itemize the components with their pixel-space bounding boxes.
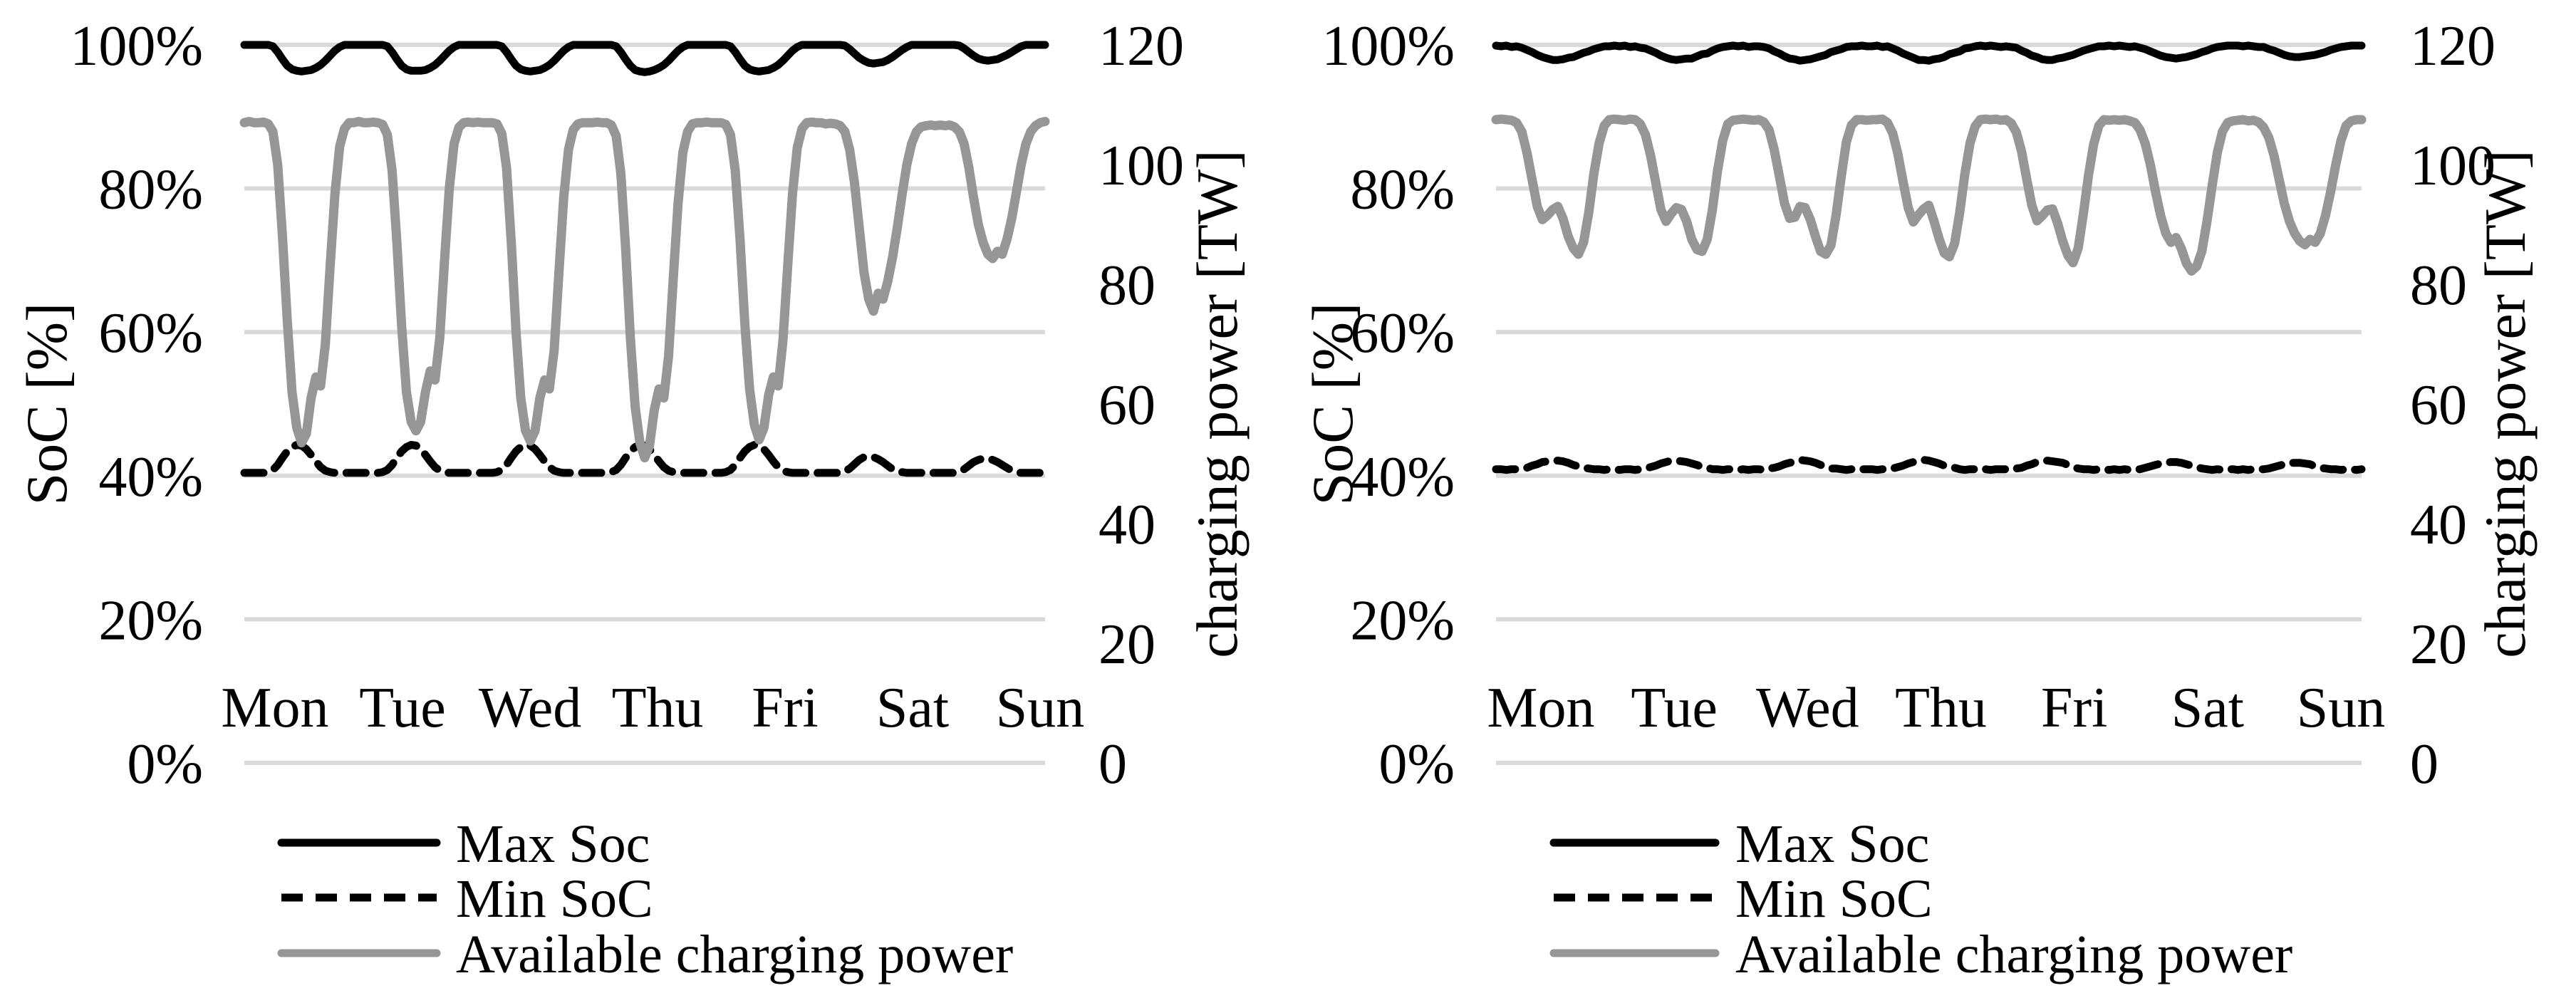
right-axis-tick-label: 60 [1099,374,1155,437]
right-axis-title: charging power [TW] [1185,150,1250,657]
x-axis-day-label: Tue [359,677,446,739]
x-axis-day-label: Wed [479,677,582,739]
series-max-soc-line [240,41,1049,76]
left-axis-tick-labels: 100% 80% 60% 40% 20% 0% [70,15,203,796]
x-axis-day-label: Sun [996,677,1085,739]
right-axis-tick-label: 80 [2410,254,2467,317]
chart-right: 100% 80% 60% 40% 20% 0% 120 100 80 60 40 20 0 Mon Tu… [1288,0,2576,998]
x-axis-day-label: Mon [221,677,328,739]
series-min-soc-line [1492,456,2366,474]
series-available-charging-power-line [1491,114,2367,276]
left-axis-tick-labels: 100% 80% 60% 40% 20% 0% [1321,15,1455,796]
right-axis-tick-label: 120 [1099,15,1184,78]
axis-titles: SoC [%] charging power [TW] [1300,150,2538,657]
legend-max-soc-label: Max Soc [456,814,650,874]
left-axis-tick-label: 100% [70,15,203,78]
right-axis-tick-label: 40 [1099,494,1155,556]
axis-titles: SoC [%] charging power [TW] [14,150,1250,657]
right-axis-tick-label: 100 [1099,135,1184,197]
x-axis-day-labels: Mon Tue Wed Thu Fri Sat Sun [1487,677,2385,739]
chart-left-svg: 100% 80% 60% 40% 20% 0% 120 100 80 60 40 20 0 Mon Tu… [14,15,1250,984]
x-axis-day-label: Fri [752,677,818,739]
right-axis-tick-label: 20 [1099,613,1155,676]
legend-min-soc-label: Min SoC [1735,869,1933,929]
x-axis-day-label: Thu [612,677,704,739]
right-axis-tick-label: 120 [2410,15,2496,78]
x-axis-day-label: Mon [1487,677,1594,739]
left-axis-tick-label: 20% [98,589,203,652]
gridlines [244,43,1045,765]
x-axis-day-label: Sun [2297,677,2386,739]
series-available-charging-power-line [239,117,1050,463]
right-axis-tick-labels: 120 100 80 60 40 20 0 [1099,15,1184,796]
right-axis-title: charging power [TW] [2473,150,2538,657]
legend-max-soc-label: Max Soc [1735,814,1929,874]
right-axis-tick-label: 0 [1099,733,1127,796]
right-axis-tick-label: 60 [2410,374,2467,437]
left-axis-tick-label: 60% [98,302,203,365]
right-axis-tick-label: 0 [2410,733,2439,796]
left-axis-title: SoC [%] [1300,303,1365,506]
right-axis-tick-label: 20 [2410,613,2467,676]
left-axis-tick-label: 80% [1350,159,1455,222]
gridlines [1496,43,2362,765]
chart-right-svg: 100% 80% 60% 40% 20% 0% 120 100 80 60 40 20 0 Mon Tu… [1300,15,2538,984]
x-axis-day-labels: Mon Tue Wed Thu Fri Sat Sun [221,677,1084,739]
right-axis-tick-label: 80 [1099,254,1155,317]
legend-available-charging-power-label: Available charging power [456,925,1013,984]
right-axis-tick-labels: 120 100 80 60 40 20 0 [2410,15,2496,796]
x-axis-day-label: Thu [1895,677,1987,739]
series-max-soc-line [1492,41,2366,65]
left-axis-tick-label: 20% [1350,589,1455,652]
left-axis-tick-label: 60% [1350,302,1455,365]
legend-min-soc-label: Min SoC [456,869,653,929]
x-axis-day-label: Tue [1631,677,1718,739]
x-axis-day-label: Wed [1756,677,1859,739]
x-axis-day-label: Fri [2041,677,2107,739]
right-axis-tick-label: 100 [2410,135,2496,197]
left-axis-tick-label: 0% [127,733,203,796]
legend-available-charging-power-label: Available charging power [1735,925,2292,984]
left-axis-tick-label: 0% [1378,733,1455,796]
x-axis-day-label: Sat [876,677,949,739]
x-axis-day-label: Sat [2171,677,2244,739]
chart-left: 100% 80% 60% 40% 20% 0% 120 100 80 60 40 20 0 Mon Tu… [14,15,1250,984]
left-axis-title: SoC [%] [14,303,79,506]
series-lines [239,41,1050,477]
series-lines [1491,41,2367,474]
left-axis-tick-label: 100% [1321,15,1455,78]
left-axis-tick-label: 40% [1350,446,1455,509]
left-axis-tick-label: 40% [98,446,203,509]
right-axis-tick-label: 40 [2410,494,2467,556]
left-axis-tick-label: 80% [98,159,203,222]
